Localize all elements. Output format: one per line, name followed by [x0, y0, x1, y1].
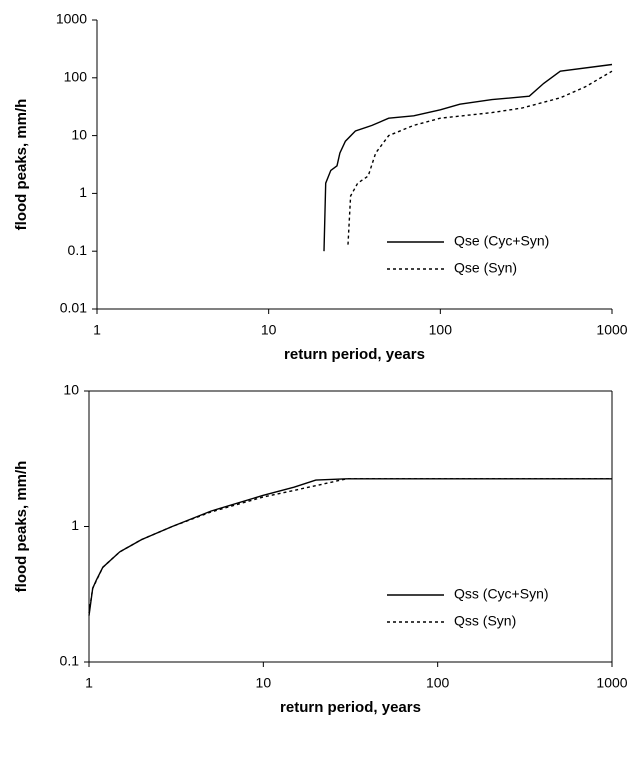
x-tick-label: 10 — [256, 675, 272, 691]
series-line — [88, 478, 612, 614]
series-line — [323, 63, 613, 252]
y-tick-label: 10 — [71, 126, 87, 142]
series-line — [347, 70, 613, 245]
legend-label: Qse (Cyc+Syn) — [454, 233, 549, 249]
y-tick-label: 1 — [79, 184, 87, 200]
x-tick-label: 1000 — [596, 675, 627, 691]
y-axis-label: flood peaks, mm/h — [13, 99, 30, 231]
y-tick-label: 0.1 — [60, 653, 80, 669]
y-tick-label: 10 — [63, 382, 79, 398]
x-axis-label: return period, years — [280, 699, 421, 716]
x-tick-label: 1000 — [596, 322, 627, 338]
x-tick-label: 100 — [426, 675, 450, 691]
x-tick-label: 1 — [93, 322, 101, 338]
legend-label: Qse (Syn) — [454, 260, 517, 276]
y-axis-label: flood peaks, mm/h — [13, 461, 30, 593]
y-tick-label: 0.01 — [60, 300, 87, 316]
x-tick-label: 10 — [261, 322, 277, 338]
x-tick-label: 100 — [429, 322, 453, 338]
x-axis-label: return period, years — [284, 346, 425, 363]
legend-label: Qss (Syn) — [454, 613, 516, 629]
x-tick-label: 1 — [85, 675, 93, 691]
y-tick-label: 0.1 — [68, 242, 88, 258]
series-line — [88, 478, 612, 616]
legend-label: Qss (Cyc+Syn) — [454, 586, 549, 602]
y-tick-label: 100 — [64, 69, 88, 85]
y-tick-label: 1000 — [56, 11, 87, 27]
y-tick-label: 1 — [71, 517, 79, 533]
